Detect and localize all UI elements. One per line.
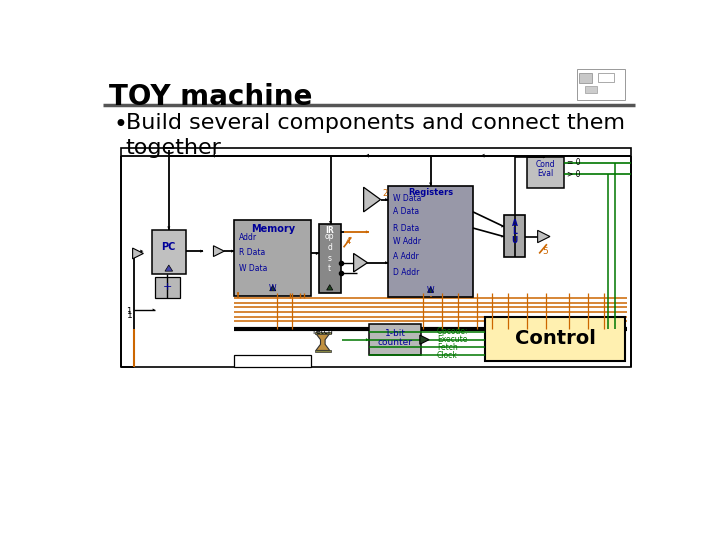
Bar [579,72,592,83]
Polygon shape [501,235,504,238]
Polygon shape [366,231,369,233]
Text: Registers: Registers [408,188,453,197]
Polygon shape [200,249,204,253]
Polygon shape [538,231,550,242]
Polygon shape [270,286,276,291]
Polygon shape [165,265,173,271]
Text: > 0: > 0 [567,170,580,179]
Text: TOY machine: TOY machine [109,83,312,111]
Text: W Data: W Data [239,264,267,273]
Bar [527,157,564,188]
Text: 2: 2 [383,189,388,198]
Polygon shape [327,285,333,290]
Polygon shape [501,225,504,228]
Text: 4: 4 [346,238,351,246]
Text: U: U [511,236,518,245]
Text: Addr: Addr [239,233,257,242]
Polygon shape [231,249,234,253]
Polygon shape [543,156,545,158]
Text: 5: 5 [542,247,548,255]
Polygon shape [329,221,332,224]
Text: D Addr: D Addr [393,268,419,277]
Text: W Addr: W Addr [393,238,421,246]
Text: W: W [269,285,276,294]
Text: 1: 1 [126,307,131,316]
Text: Eval: Eval [537,168,554,178]
Bar [234,355,311,367]
Polygon shape [366,338,369,341]
Polygon shape [365,154,369,158]
Text: W Data: W Data [393,194,421,203]
Bar [315,332,330,334]
Text: A Data: A Data [393,207,419,217]
Text: 1-bit: 1-bit [384,329,405,338]
Text: IR: IR [325,226,334,235]
Polygon shape [237,292,239,294]
Text: 1: 1 [127,310,133,320]
Polygon shape [316,334,330,350]
Bar [155,276,180,298]
Text: •: • [113,112,127,137]
Text: R Data: R Data [239,248,265,257]
Text: L: L [512,227,517,237]
Polygon shape [364,187,381,212]
Polygon shape [316,252,319,255]
Bar [315,350,330,352]
Polygon shape [354,253,367,272]
Text: d: d [328,243,332,252]
Text: counter: counter [378,338,413,347]
Bar [121,148,631,367]
Bar [152,230,186,274]
Polygon shape [385,261,388,264]
Bar [577,70,625,100]
Polygon shape [481,154,485,158]
Text: Fetch: Fetch [312,327,333,335]
Bar [319,224,341,294]
Text: s: s [328,254,332,262]
Bar [585,86,597,92]
Bar [485,316,626,361]
Text: Opcode:: Opcode: [437,327,468,336]
Text: W: W [427,286,434,295]
Polygon shape [385,198,388,201]
Text: Build several components and connect them
together: Build several components and connect the… [126,112,625,158]
Polygon shape [211,154,215,158]
Polygon shape [213,246,224,256]
Polygon shape [420,335,429,345]
Bar [234,220,311,296]
Bar [598,72,614,82]
Text: R Data: R Data [393,224,419,233]
Bar [369,325,421,355]
Text: op: op [325,232,335,241]
Text: Control: Control [515,329,595,348]
Polygon shape [428,287,433,292]
Text: A: A [512,219,518,228]
Text: Clock: Clock [437,350,457,360]
Text: PC: PC [161,242,176,252]
Polygon shape [167,226,171,230]
Polygon shape [153,308,155,311]
Polygon shape [140,249,143,253]
Text: +: + [163,282,172,292]
Text: Memory: Memory [251,224,294,234]
Text: t: t [328,265,331,273]
Polygon shape [429,183,432,186]
Bar [504,215,526,257]
Polygon shape [132,248,143,259]
Text: A Addr: A Addr [393,252,418,261]
Text: Fetch: Fetch [437,343,457,352]
Text: = 0: = 0 [567,158,580,167]
Text: Cond: Cond [536,160,555,169]
Text: Execute: Execute [437,335,467,344]
Bar [388,186,473,298]
